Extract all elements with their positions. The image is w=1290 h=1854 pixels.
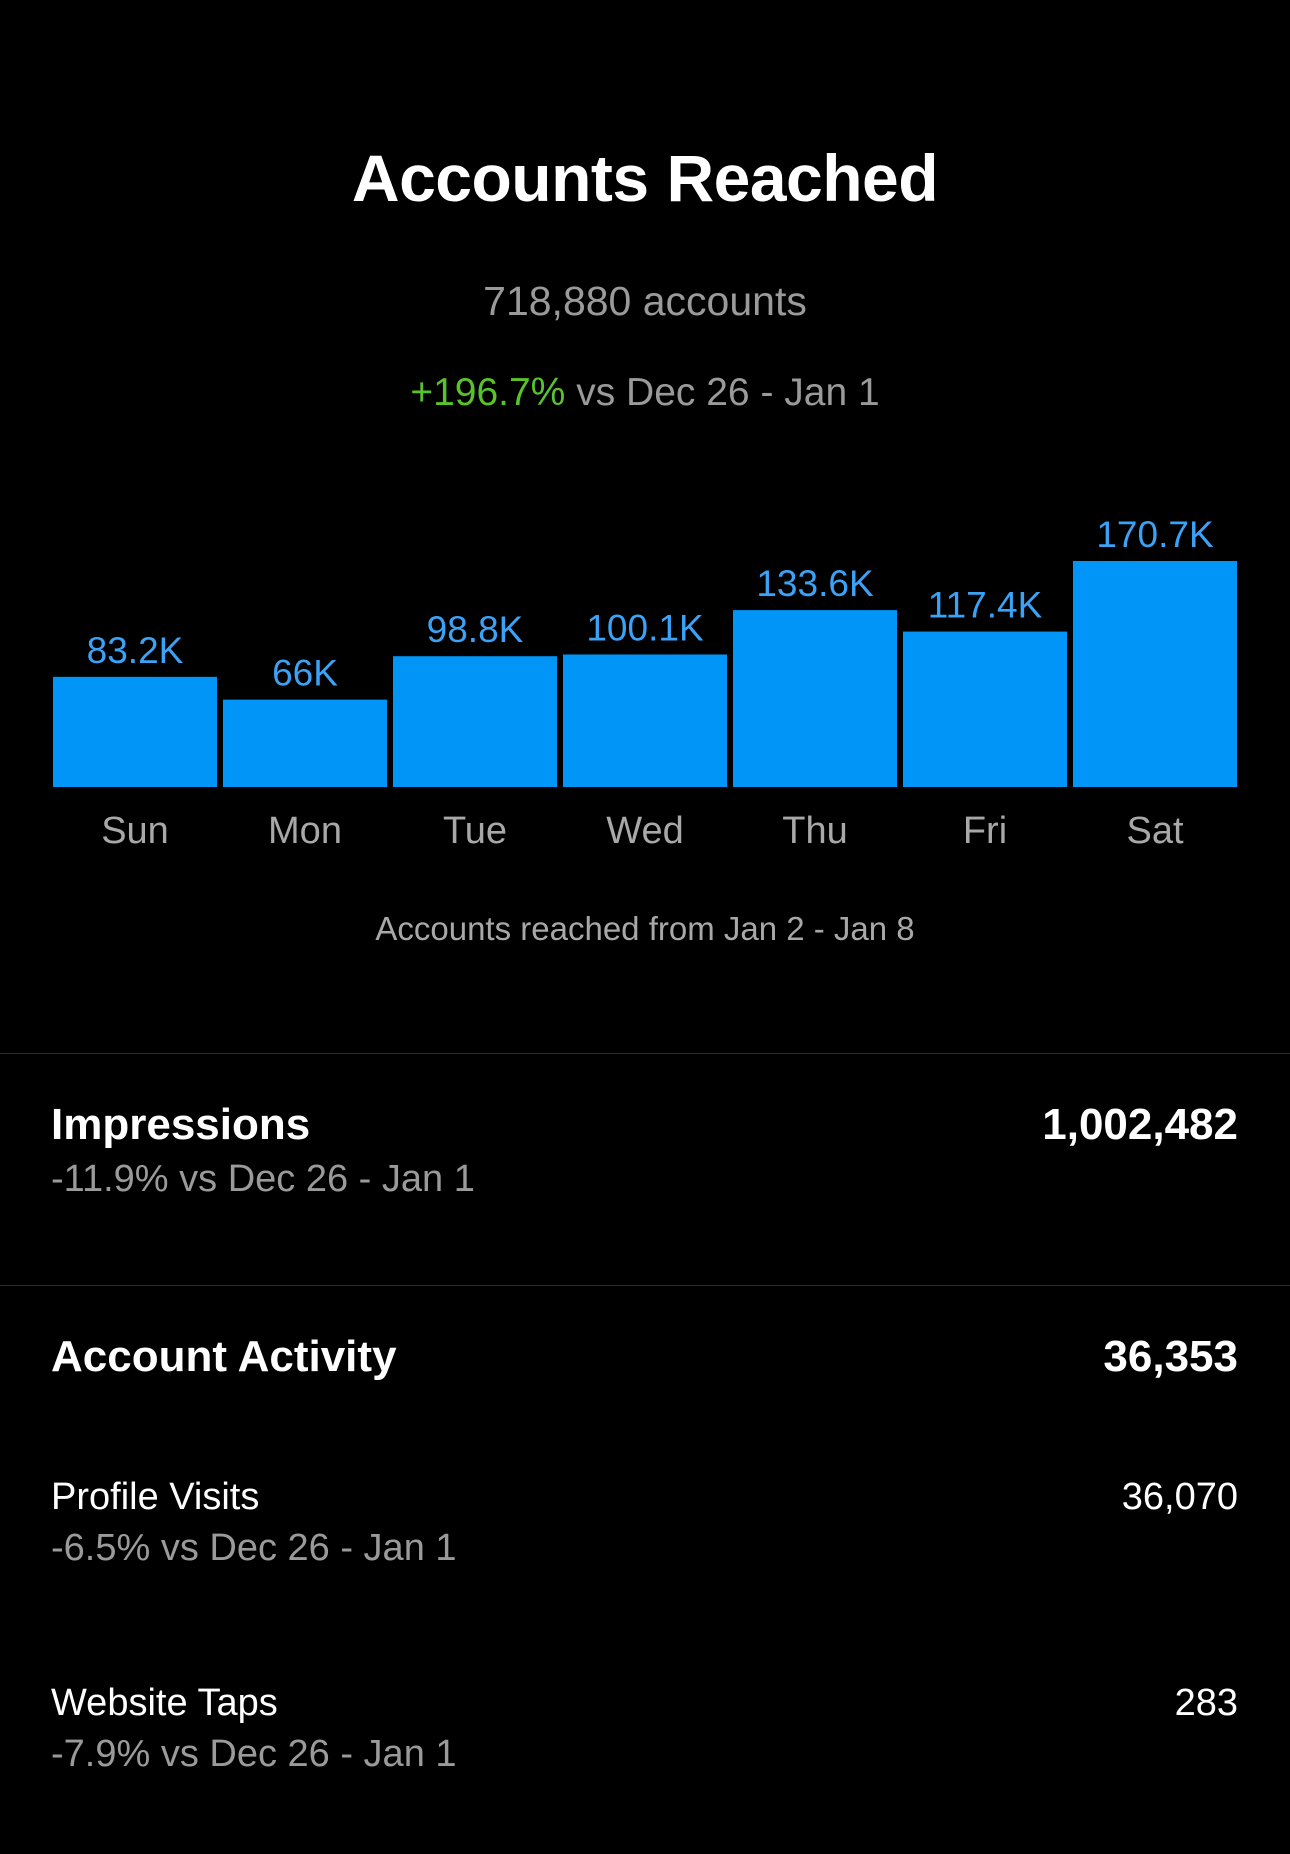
divider: [0, 1285, 1290, 1286]
bar-wed: [563, 654, 727, 787]
bar-sat: [1073, 561, 1237, 787]
page-title: Accounts Reached: [351, 141, 939, 215]
profile-visits-row[interactable]: Profile Visits -6.5% vs Dec 26 - Jan 1: [51, 1476, 457, 1570]
accounts-change: +196.7% vs Dec 26 - Jan 1: [0, 371, 1290, 415]
x-tick-label: Fri: [963, 810, 1007, 852]
bar-sun: [53, 676, 217, 787]
profile-visits-change: -6.5% vs Dec 26 - Jan 1: [51, 1527, 457, 1569]
accounts-change-comparison: vs Dec 26 - Jan 1: [565, 371, 880, 414]
x-tick-label: Sun: [101, 810, 169, 852]
impressions-label: Impressions: [51, 1100, 311, 1149]
bar-fri: [903, 631, 1067, 787]
x-tick-label: Sat: [1126, 810, 1183, 852]
bar-value-label: 133.6K: [756, 563, 874, 604]
accounts-total: 718,880 accounts: [483, 278, 807, 324]
bar-value-label: 117.4K: [928, 585, 1043, 626]
bar-value-label: 83.2K: [87, 630, 184, 671]
x-tick-label: Wed: [606, 810, 683, 852]
accounts-change-percent: +196.7%: [410, 371, 566, 414]
website-taps-label: Website Taps: [51, 1682, 278, 1724]
divider: [0, 1053, 1290, 1054]
bar-value-label: 66K: [272, 653, 338, 694]
accounts-reached-chart: 83.2K Sun 66K Mon 98.8K Tue 100.1K Wed 133.6K Thu…: [53, 514, 1237, 852]
bar-value-label: 100.1K: [586, 607, 704, 648]
account-activity-value: 36,353: [1103, 1332, 1238, 1381]
impressions-change: -11.9% vs Dec 26 - Jan 1: [51, 1158, 475, 1200]
chart-caption: Accounts reached from Jan 2 - Jan 8: [375, 910, 915, 947]
website-taps-row[interactable]: Website Taps -7.9% vs Dec 26 - Jan 1: [51, 1682, 457, 1776]
x-tick-label: Mon: [268, 810, 342, 852]
impressions-row[interactable]: Impressions -11.9% vs Dec 26 - Jan 1: [51, 1100, 475, 1201]
bar-mon: [223, 699, 387, 787]
bar-tue: [393, 656, 557, 787]
bar-value-label: 98.8K: [427, 609, 524, 650]
website-taps-change: -7.9% vs Dec 26 - Jan 1: [51, 1733, 457, 1775]
x-tick-label: Thu: [782, 810, 847, 852]
account-activity-label: Account Activity: [51, 1332, 397, 1381]
bar-thu: [733, 610, 897, 787]
website-taps-value: 283: [1174, 1682, 1238, 1724]
impressions-value: 1,002,482: [1042, 1100, 1238, 1149]
bar-value-label: 170.7K: [1096, 514, 1214, 555]
x-tick-label: Tue: [443, 810, 507, 852]
profile-visits-label: Profile Visits: [51, 1476, 260, 1518]
profile-visits-value: 36,070: [1121, 1476, 1238, 1518]
